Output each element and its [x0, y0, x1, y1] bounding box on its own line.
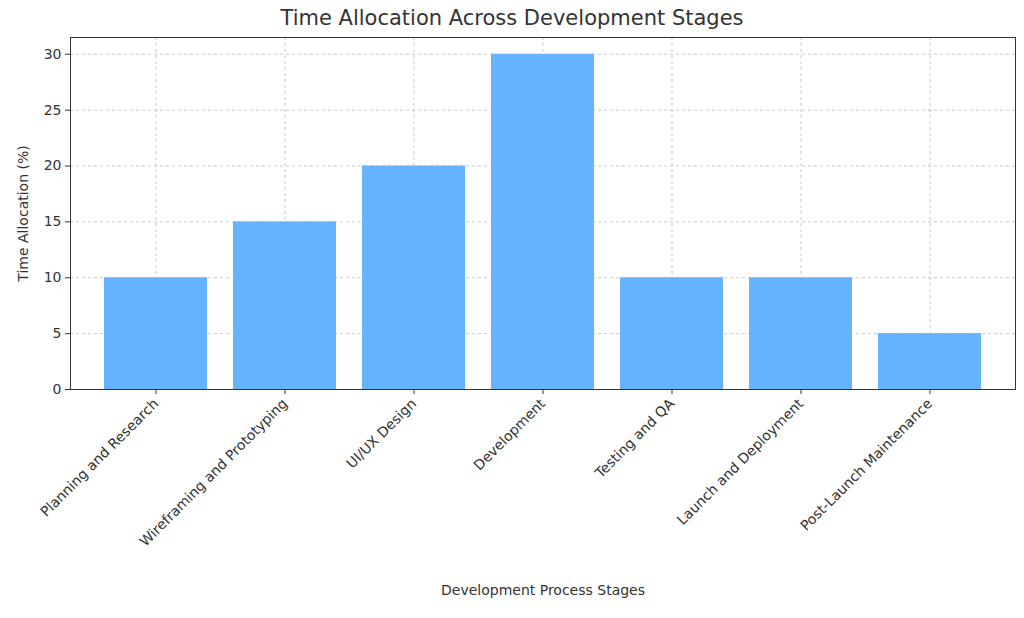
- html-text:Time Allocation Across Develop: Time Allocation Across Development Stage…: [280, 6, 744, 30]
- svg-text:0: 0: [53, 381, 62, 397]
- svg-text:25: 25: [44, 102, 62, 118]
- svg-text:Planning and Research: Planning and Research: [37, 395, 161, 519]
- svg-text:20: 20: [44, 157, 62, 173]
- svg-text:Development Process Stages: Development Process Stages: [441, 582, 645, 598]
- svg-text:Post-Launch Maintenance: Post-Launch Maintenance: [797, 395, 935, 533]
- svg-text:15: 15: [44, 213, 62, 229]
- svg-text:Launch and Deployment: Launch and Deployment: [674, 395, 807, 528]
- svg-text:5: 5: [53, 325, 62, 341]
- svg-text:UI/UX Design: UI/UX Design: [343, 395, 419, 471]
- svg-text:Testing and QA: Testing and QA: [591, 395, 678, 482]
- svg-text:Development: Development: [470, 395, 548, 473]
- svg-text:Wireframing and Prototyping: Wireframing and Prototyping: [136, 395, 290, 549]
- svg-text:30: 30: [44, 46, 62, 62]
- svg-text:Time Allocation (%): Time Allocation (%): [15, 145, 31, 282]
- svg-text:10: 10: [44, 269, 62, 285]
